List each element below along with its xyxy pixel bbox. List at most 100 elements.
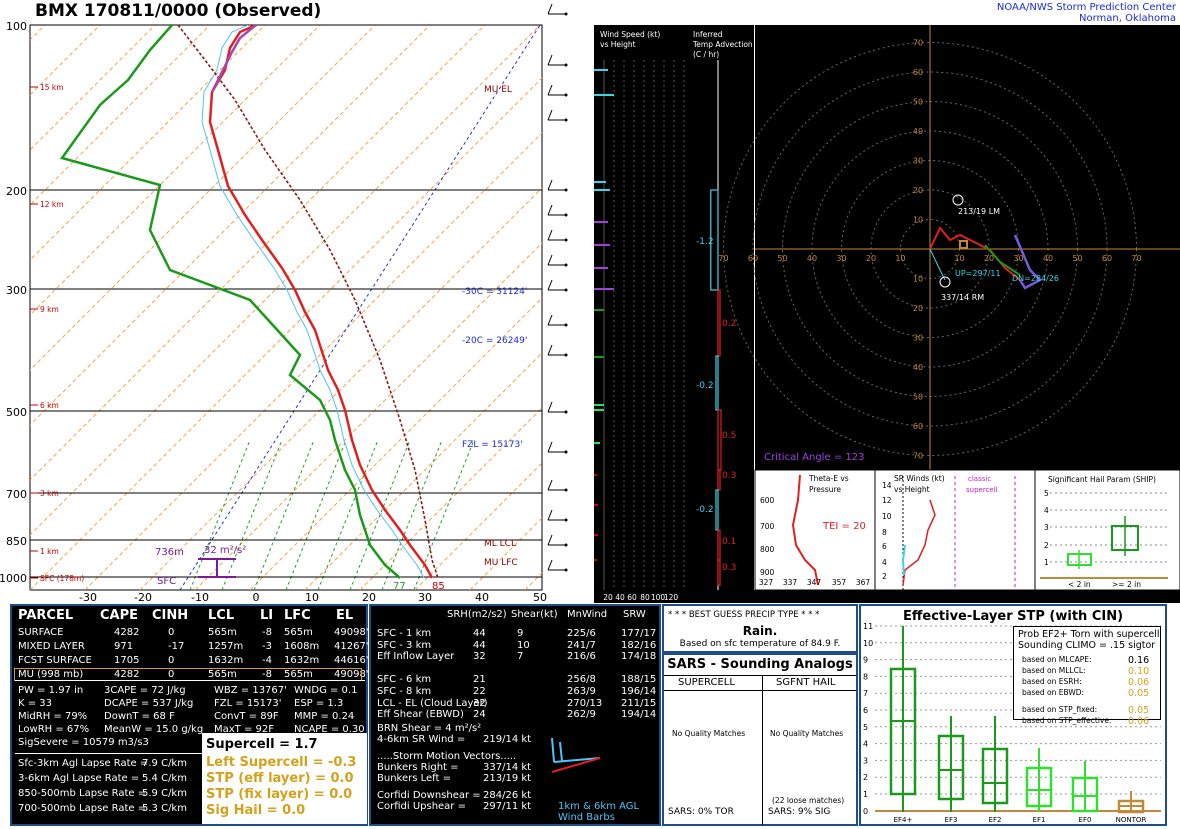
skewt-annotation: 77 [393, 581, 406, 592]
hodo-annotation: Critical Angle = 123 [764, 452, 864, 463]
parcel-cell: 44616' [334, 655, 369, 666]
stp-stat-value: 0.16 [1128, 655, 1150, 666]
skewt-annotation: -20C = 26249' [462, 336, 527, 346]
stp-ytick: 8 [863, 672, 868, 681]
parcel-cell: 4282 [114, 627, 140, 638]
barb-flag [547, 344, 553, 356]
hodo-annotation: DN=284/26 [1012, 274, 1059, 283]
barb-flag [547, 534, 553, 546]
hodo-ring-label: 10 [954, 254, 964, 263]
temp-adv-title1: Inferred [693, 30, 723, 39]
barb-flag [547, 254, 553, 266]
isotherm [30, 25, 321, 316]
parcel-cell: 971 [114, 641, 134, 652]
lapse-value: 7.9 C/km [142, 758, 187, 769]
corfidi-up-label: Corfidi Upshear = [377, 801, 466, 812]
thermo-index: 3CAPE = 72 J/kg [104, 685, 186, 696]
srw-trace [902, 499, 936, 586]
thetae-ytick: 900 [760, 568, 775, 577]
isotherm [414, 462, 542, 590]
height-label: 9 km [40, 305, 59, 314]
isotherm [30, 25, 376, 371]
adv-value: -1.2 [696, 237, 714, 247]
srw-ytick: 4 [882, 558, 887, 567]
sars-col2-note: (22 loose matches) [772, 796, 845, 805]
thetae-xtick: 357 [832, 578, 847, 587]
mixing-ratio-line [221, 439, 283, 590]
hodo-ring-label: 50 [913, 393, 923, 402]
thermo-index: WNDG = 0.1 [294, 685, 358, 696]
precip-panel: * * * BEST GUESS PRECIP TYPE * * * Rain.… [662, 604, 858, 653]
barb-point [564, 323, 568, 327]
parcel-cell: -17 [168, 641, 185, 652]
thermo-index: K = 33 [18, 698, 53, 709]
hodo-ring-label: 50 [777, 254, 787, 263]
barb-point [564, 353, 568, 357]
kin-cell: 262/9 [567, 709, 596, 721]
parcel-cell: -8 [262, 627, 272, 638]
corfidi-down-value: 284/26 kt [483, 790, 532, 801]
precip-type: Rain. [742, 624, 778, 638]
hodo-ring-label: 50 [913, 98, 923, 107]
sars-col2: SGFNT HAIL [776, 677, 836, 688]
adv-value: 0.3 [722, 471, 736, 481]
stp-title: Effective-Layer STP (with CIN) [902, 609, 1124, 624]
thermo-index: ESP = 1.3 [294, 698, 344, 709]
hodo-ring-label: 30 [913, 334, 923, 343]
skewt-annotation: 736m [155, 547, 184, 558]
parcel-header-cell: LFC [284, 608, 311, 623]
thetae-ytick: 800 [760, 545, 775, 554]
stp-ytick: 5 [863, 723, 868, 732]
lm-marker [952, 194, 964, 206]
parcel-panel: PARCEL CAPE CINH LCL LI LFC EL SURFACE 4282 0 565… [10, 604, 369, 826]
parcel-cell: 0 [168, 655, 175, 666]
isotherm [30, 25, 486, 481]
stp-category: EF2 [989, 816, 1002, 824]
thermo-index: MidRH = 79% [18, 711, 88, 722]
kin-cell: 177/17 [621, 628, 657, 639]
kin-cell: 10 [517, 639, 530, 651]
parcel-header-cell: EL [336, 608, 354, 623]
sars-col2-match: No Quality Matches [770, 729, 844, 738]
ship-ytick: 5 [1044, 489, 1049, 498]
skewt-chart: 100 200 300 500 700 850 1000 -30 -20 -10 0 10 20 30 40… [0, 20, 547, 603]
parcel-header-cell: PARCEL [18, 608, 74, 623]
height-label: 1 km [40, 547, 59, 556]
sr-wind-label: 4-6km SR Wind = [377, 734, 466, 745]
kin-cell: 225/6 [567, 628, 596, 639]
pressure-tick: 300 [6, 284, 27, 297]
ws-xtick: 20 [603, 593, 613, 602]
temp-tick: 30 [418, 591, 432, 603]
mixing-ratio-line [381, 439, 443, 590]
hodo-ring-label: 20 [913, 186, 923, 195]
skewt-annotation: 85 [432, 581, 445, 592]
kin-cell: 32 [473, 651, 486, 663]
storm-motion-title: .....Storm Motion Vectors..... [377, 751, 517, 762]
barb-point [564, 263, 568, 267]
pressure-tick: 200 [6, 185, 27, 198]
srw-supercell: supercell [966, 486, 998, 494]
parcel-cell: FCST SURFACE [18, 655, 92, 666]
srw-ytick: 10 [882, 512, 892, 521]
barb-flag [547, 441, 553, 453]
lapse-label: 700-500mb Lapse Rate = [18, 803, 147, 814]
kin-cell: SFC - 1 km [377, 628, 432, 639]
kin-cell: 9 [517, 628, 524, 639]
stp-box [937, 734, 965, 801]
isotherm [30, 25, 211, 206]
credit: NOAA/NWS Storm Prediction Center Norman,… [997, 2, 1176, 24]
stp-stat-value: 0.06 [1128, 677, 1150, 688]
thermo-index: ConvT = 89F [214, 711, 279, 722]
parcel-cell: 565m [284, 669, 313, 680]
dewpoint-trace [59, 25, 401, 579]
sr-wind-value: 219/14 kt [483, 734, 532, 745]
kinematics-panel: SRH(m2/s2) Shear(kt) MnWind SRW SFC - 1 km 4… [369, 604, 661, 826]
parcel-cell: SURFACE [18, 627, 64, 638]
hodo-ring-label: 20 [984, 254, 994, 263]
wind-speed-panel: Wind Speed (kt) vs Height [594, 25, 689, 590]
kin-header-cell: Shear(kt) [511, 609, 558, 620]
ship-cat: < 2 in [1068, 580, 1091, 589]
stp-stat-value: 0.10 [1128, 666, 1150, 677]
lapse-value: 5.9 C/km [142, 788, 187, 799]
stp-stat-value: 0.05 [1128, 705, 1150, 716]
